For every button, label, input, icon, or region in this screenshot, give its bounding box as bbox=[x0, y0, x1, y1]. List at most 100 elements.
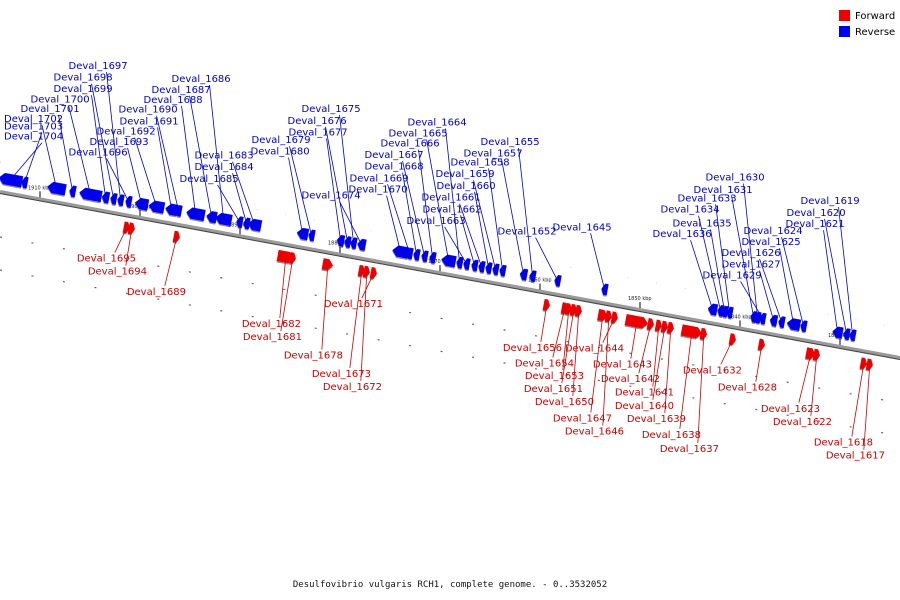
gene-label[interactable]: Deval_1646 bbox=[565, 426, 624, 437]
gene-label[interactable]: Deval_1687 bbox=[152, 85, 211, 96]
gene-label[interactable]: Deval_1628 bbox=[718, 383, 777, 394]
gene-arrow[interactable] bbox=[455, 256, 464, 270]
gene-label[interactable]: Deval_1682 bbox=[242, 319, 301, 330]
gene-label[interactable]: Deval_1688 bbox=[144, 95, 203, 106]
gene-arrow[interactable] bbox=[624, 314, 649, 330]
gene-label[interactable]: Deval_1690 bbox=[119, 105, 178, 116]
gene-arrow[interactable] bbox=[831, 326, 844, 341]
gene-label[interactable]: Deval_1627 bbox=[722, 259, 781, 270]
gene-arrow[interactable] bbox=[440, 254, 457, 269]
gene-label[interactable]: Deval_1637 bbox=[660, 444, 719, 455]
gene-arrow[interactable] bbox=[321, 258, 334, 272]
gene-arrow[interactable] bbox=[604, 310, 613, 324]
gene-label[interactable]: Deval_1699 bbox=[54, 84, 113, 95]
gene-arrow[interactable] bbox=[769, 314, 779, 328]
gene-label[interactable]: Deval_1672 bbox=[323, 382, 382, 393]
gene-arrow[interactable] bbox=[725, 306, 734, 320]
gene-label[interactable]: Deval_1619 bbox=[801, 196, 860, 207]
gene-label[interactable]: Deval_1691 bbox=[120, 116, 179, 127]
gene-arrow[interactable] bbox=[336, 234, 346, 249]
gene-label[interactable]: Deval_1653 bbox=[525, 371, 584, 382]
gene-arrow[interactable] bbox=[174, 205, 183, 219]
gene-arrow[interactable] bbox=[164, 203, 179, 218]
gene-arrow[interactable] bbox=[542, 298, 551, 313]
gene-arrow[interactable] bbox=[462, 258, 471, 272]
gene-arrow[interactable] bbox=[699, 327, 708, 341]
gene-arrow[interactable] bbox=[391, 245, 410, 261]
gene-arrow[interactable] bbox=[296, 227, 310, 242]
gene-arrow[interactable] bbox=[865, 358, 874, 372]
gene-label[interactable]: Deval_1692 bbox=[97, 127, 156, 138]
gene-label[interactable]: Deval_1678 bbox=[284, 351, 343, 362]
gene-arrow[interactable] bbox=[777, 316, 786, 330]
gene-arrow[interactable] bbox=[569, 303, 578, 317]
gene-arrow[interactable] bbox=[349, 237, 358, 251]
gene-arrow[interactable] bbox=[491, 263, 500, 277]
gene-label[interactable]: Deval_1636 bbox=[653, 229, 712, 240]
gene-label[interactable]: Deval_1676 bbox=[288, 116, 347, 127]
gene-arrow[interactable] bbox=[68, 185, 77, 199]
gene-label[interactable]: Deval_1703 bbox=[4, 121, 63, 132]
gene-label[interactable]: Deval_1618 bbox=[814, 438, 873, 449]
gene-label[interactable]: Deval_1651 bbox=[524, 384, 583, 395]
gene-label[interactable]: Deval_1668 bbox=[365, 162, 424, 173]
gene-label[interactable]: Deval_1659 bbox=[436, 169, 495, 180]
gene-arrow[interactable] bbox=[412, 248, 421, 263]
gene-arrow[interactable] bbox=[288, 252, 297, 266]
gene-label[interactable]: Deval_1660 bbox=[437, 181, 496, 192]
gene-label[interactable]: Deval_1631 bbox=[694, 185, 753, 196]
gene-label[interactable]: Deval_1662 bbox=[423, 204, 482, 215]
gene-arrow[interactable] bbox=[127, 222, 136, 236]
gene-arrow[interactable] bbox=[597, 308, 608, 323]
gene-label[interactable]: Deval_1685 bbox=[180, 174, 239, 185]
gene-label[interactable]: Deval_1630 bbox=[706, 172, 765, 183]
gene-label[interactable]: Deval_1642 bbox=[601, 374, 660, 385]
gene-arrow[interactable] bbox=[646, 318, 655, 332]
gene-label[interactable]: Deval_1665 bbox=[389, 128, 448, 139]
gene-arrow[interactable] bbox=[356, 238, 367, 253]
gene-label[interactable]: Deval_1694 bbox=[88, 267, 147, 278]
gene-arrow[interactable] bbox=[812, 348, 821, 362]
gene-label[interactable]: Deval_1635 bbox=[673, 218, 732, 229]
gene-arrow[interactable] bbox=[185, 207, 206, 223]
gene-label[interactable]: Deval_1679 bbox=[252, 135, 311, 146]
gene-label[interactable]: Deval_1683 bbox=[195, 151, 254, 162]
gene-arrow[interactable] bbox=[528, 270, 537, 284]
gene-label[interactable]: Deval_1701 bbox=[21, 104, 80, 115]
gene-label[interactable]: Deval_1670 bbox=[349, 185, 408, 196]
gene-label[interactable]: Deval_1673 bbox=[312, 369, 371, 380]
gene-label[interactable]: Deval_1658 bbox=[451, 157, 510, 168]
gene-label[interactable]: Deval_1680 bbox=[251, 147, 310, 158]
gene-arrow[interactable] bbox=[758, 312, 767, 326]
gene-label[interactable]: Deval_1669 bbox=[350, 173, 409, 184]
gene-label[interactable]: Deval_1667 bbox=[365, 150, 424, 161]
gene-label[interactable]: Deval_1695 bbox=[77, 254, 136, 265]
gene-label[interactable]: Deval_1629 bbox=[703, 270, 762, 281]
gene-label[interactable]: Deval_1652 bbox=[498, 227, 557, 238]
gene-arrow[interactable] bbox=[214, 212, 233, 228]
gene-label[interactable]: Deval_1620 bbox=[787, 208, 846, 219]
gene-arrow[interactable] bbox=[707, 303, 719, 317]
gene-arrow[interactable] bbox=[172, 230, 181, 244]
gene-label[interactable]: Deval_1656 bbox=[503, 343, 562, 354]
gene-arrow[interactable] bbox=[470, 259, 479, 273]
gene-arrow[interactable] bbox=[205, 210, 218, 225]
gene-arrow[interactable] bbox=[343, 236, 352, 250]
gene-label[interactable]: Deval_1681 bbox=[243, 332, 302, 343]
gene-arrow[interactable] bbox=[498, 264, 507, 278]
gene-label[interactable]: Deval_1634 bbox=[661, 205, 720, 216]
gene-label[interactable]: Deval_1644 bbox=[565, 344, 624, 355]
gene-label[interactable]: Deval_1650 bbox=[535, 397, 594, 408]
gene-arrow[interactable] bbox=[0, 172, 24, 189]
gene-arrow[interactable] bbox=[848, 329, 857, 343]
gene-label[interactable]: Deval_1624 bbox=[744, 226, 803, 237]
gene-label[interactable]: Deval_1641 bbox=[615, 388, 674, 399]
gene-arrow[interactable] bbox=[235, 216, 244, 230]
gene-arrow[interactable] bbox=[484, 262, 493, 276]
gene-label[interactable]: Deval_1671 bbox=[324, 299, 383, 310]
gene-label[interactable]: Deval_1657 bbox=[464, 148, 523, 159]
gene-arrow[interactable] bbox=[574, 304, 583, 318]
gene-label[interactable]: Deval_1622 bbox=[773, 417, 832, 428]
gene-label[interactable]: Deval_1697 bbox=[69, 61, 128, 72]
gene-arrow[interactable] bbox=[357, 264, 366, 278]
